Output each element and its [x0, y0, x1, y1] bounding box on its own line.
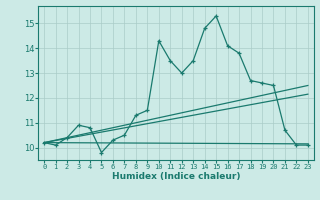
X-axis label: Humidex (Indice chaleur): Humidex (Indice chaleur) [112, 172, 240, 181]
